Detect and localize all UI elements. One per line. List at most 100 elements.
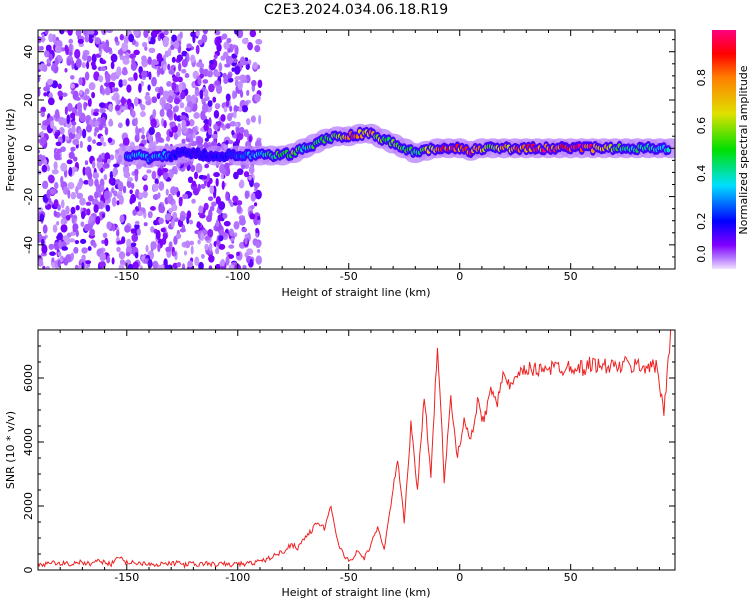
noise-mark xyxy=(91,64,97,70)
noise-mark xyxy=(54,131,59,140)
noise-mark xyxy=(238,106,243,113)
noise-mark xyxy=(233,91,238,98)
noise-mark xyxy=(72,223,79,232)
noise-mark xyxy=(181,111,186,117)
noise-mark xyxy=(106,30,113,34)
noise-mark xyxy=(189,136,194,144)
noise-mark xyxy=(228,58,234,64)
noise-mark xyxy=(130,242,137,247)
noise-mark xyxy=(250,192,256,202)
noise-mark xyxy=(38,154,44,162)
noise-mark xyxy=(49,188,56,195)
noise-mark xyxy=(96,141,103,146)
noise-mark xyxy=(186,210,192,219)
noise-mark xyxy=(57,83,62,90)
noise-mark xyxy=(133,49,140,56)
noise-mark xyxy=(241,227,248,233)
noise-mark xyxy=(207,196,214,202)
noise-mark xyxy=(197,183,201,192)
noise-mark xyxy=(162,90,170,100)
noise-mark xyxy=(43,92,48,97)
noise-mark xyxy=(65,254,72,263)
noise-mark xyxy=(151,76,157,87)
noise-mark xyxy=(115,69,122,77)
noise-mark xyxy=(140,104,146,111)
snr-ytick-label: 2000 xyxy=(22,492,35,520)
noise-mark xyxy=(171,81,177,92)
noise-mark xyxy=(41,244,48,254)
noise-mark xyxy=(225,140,229,145)
noise-mark xyxy=(47,97,55,106)
noise-mark xyxy=(214,80,221,86)
noise-mark xyxy=(241,105,249,113)
noise-mark xyxy=(187,176,194,184)
noise-mark xyxy=(85,124,92,133)
noise-mark xyxy=(124,225,131,233)
noise-mark xyxy=(53,241,60,251)
noise-mark xyxy=(136,228,141,236)
noise-mark xyxy=(99,107,105,114)
noise-mark xyxy=(255,189,262,200)
noise-mark xyxy=(229,121,237,127)
noise-mark xyxy=(172,251,177,257)
noise-mark xyxy=(218,235,224,242)
noise-mark xyxy=(131,110,136,118)
noise-mark xyxy=(129,189,133,195)
noise-mark xyxy=(135,188,140,199)
noise-mark xyxy=(214,102,221,110)
noise-mark xyxy=(112,167,117,178)
noise-mark xyxy=(167,95,174,104)
noise-mark xyxy=(215,84,223,95)
noise-mark xyxy=(92,111,99,117)
noise-mark xyxy=(86,61,90,70)
noise-mark xyxy=(214,263,222,269)
noise-mark xyxy=(122,58,130,65)
noise-mark xyxy=(155,229,161,240)
noise-mark xyxy=(248,165,255,175)
noise-mark xyxy=(176,261,182,268)
noise-mark xyxy=(214,71,221,78)
noise-mark xyxy=(135,125,139,136)
noise-mark xyxy=(104,126,109,136)
noise-mark xyxy=(88,82,96,91)
noise-mark xyxy=(146,169,152,174)
noise-mark xyxy=(44,50,50,58)
spectrogram-ytick-label: -40 xyxy=(22,236,35,254)
noise-mark xyxy=(87,177,94,187)
noise-mark xyxy=(257,249,261,254)
noise-mark xyxy=(101,41,106,50)
noise-mark xyxy=(108,103,113,112)
noise-mark xyxy=(190,164,196,173)
noise-mark xyxy=(78,42,85,47)
noise-mark xyxy=(116,193,121,199)
noise-mark xyxy=(158,217,164,225)
noise-mark xyxy=(207,100,213,107)
noise-mark xyxy=(77,38,84,44)
noise-mark xyxy=(70,231,76,236)
noise-mark xyxy=(70,83,75,89)
noise-mark xyxy=(62,235,69,242)
noise-mark xyxy=(101,213,106,219)
noise-mark xyxy=(221,180,225,190)
noise-mark xyxy=(127,77,135,82)
noise-mark xyxy=(66,59,72,66)
noise-mark xyxy=(218,243,226,250)
noise-mark xyxy=(45,44,52,52)
noise-mark xyxy=(134,251,139,259)
noise-mark xyxy=(186,43,192,49)
noise-mark xyxy=(139,265,144,269)
noise-mark xyxy=(118,194,124,205)
noise-mark xyxy=(177,76,183,83)
noise-mark xyxy=(238,126,245,134)
noise-mark xyxy=(56,221,60,226)
noise-mark xyxy=(71,60,75,70)
noise-mark xyxy=(215,178,219,187)
noise-mark xyxy=(185,94,193,103)
noise-mark xyxy=(195,162,203,173)
noise-mark xyxy=(60,224,68,233)
noise-mark xyxy=(46,165,50,172)
noise-mark xyxy=(172,76,180,83)
noise-mark xyxy=(119,34,125,41)
noise-mark xyxy=(42,180,49,190)
noise-mark xyxy=(209,185,215,195)
